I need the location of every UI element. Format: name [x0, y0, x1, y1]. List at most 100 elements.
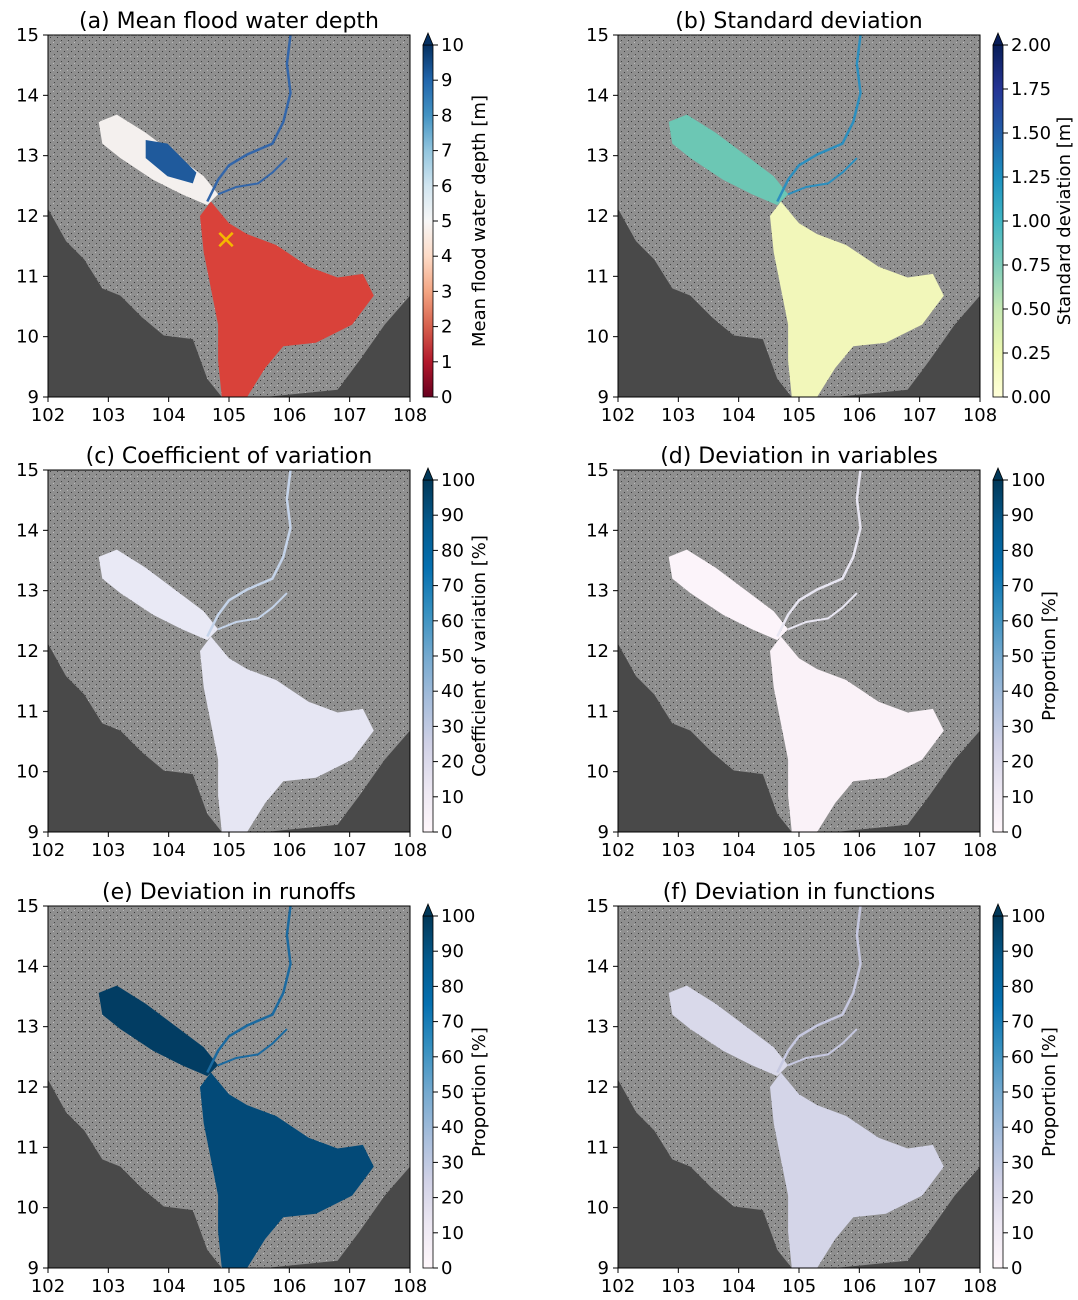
colorbar-tick-label: 60 — [1011, 1047, 1034, 1068]
y-tick-label: 10 — [16, 327, 39, 348]
mekong-river — [776, 470, 862, 638]
panel-title: (e) Deviation in runoffs — [102, 880, 356, 905]
y-tick-label: 11 — [16, 701, 39, 722]
colorbar-tick-label: 8 — [441, 105, 452, 126]
colorbar-tick-label: 0 — [441, 1258, 452, 1279]
colorbar-tick-label: 50 — [1011, 646, 1034, 667]
x-tick-label: 102 — [31, 405, 65, 426]
map-area — [48, 470, 410, 832]
y-tick-label: 13 — [16, 146, 39, 167]
x-tick-label: 104 — [721, 405, 755, 426]
tonle-sap-river — [217, 1028, 288, 1067]
y-tick-label: 14 — [586, 520, 609, 541]
y-tick-label: 9 — [28, 1258, 39, 1279]
delta-flood-area — [200, 201, 374, 397]
colorbar-tick-label: 6 — [441, 176, 452, 197]
x-tick-label: 105 — [782, 1276, 816, 1297]
colorbar-tick-label: 80 — [441, 540, 464, 561]
x-tick-label: 106 — [272, 1276, 306, 1297]
x-tick-label: 107 — [332, 840, 366, 861]
x-tick-label: 104 — [151, 1276, 185, 1297]
y-tick-label: 10 — [16, 1198, 39, 1219]
colorbar — [992, 44, 1004, 398]
x-tick-label: 102 — [31, 1276, 65, 1297]
colorbar-tick-label: 0.50 — [1011, 299, 1051, 320]
y-tick-label: 9 — [598, 387, 609, 408]
y-tick-label: 14 — [16, 520, 39, 541]
mekong-river — [776, 35, 862, 203]
x-tick-label: 108 — [393, 840, 427, 861]
colorbar-tick-label: 9 — [441, 70, 452, 91]
colorbar-tick-label: 0 — [1011, 1258, 1022, 1279]
x-tick-label: 103 — [661, 840, 695, 861]
tonle-sap-lake — [668, 985, 789, 1077]
lake-deep-core — [145, 140, 197, 184]
colorbar-label: Proportion [%] — [1039, 1027, 1060, 1157]
x-tick-label: 104 — [721, 1276, 755, 1297]
tonle-sap-lake — [98, 985, 219, 1077]
delta-flood-area — [200, 1072, 374, 1268]
colorbar-label: Proportion [%] — [1039, 591, 1060, 721]
y-tick-label: 11 — [16, 266, 39, 287]
tonle-sap-lake — [668, 549, 789, 641]
y-tick-label: 15 — [586, 896, 609, 917]
y-tick-label: 13 — [586, 146, 609, 167]
colorbar-tick-label: 50 — [1011, 1082, 1034, 1103]
map-area — [48, 906, 410, 1268]
colorbar — [992, 479, 1004, 833]
colorbar-tick-label: 20 — [1011, 752, 1034, 773]
y-tick-label: 12 — [16, 206, 39, 227]
panel-title: (a) Mean flood water depth — [79, 9, 379, 34]
y-tick-label: 13 — [586, 1017, 609, 1038]
colorbar-tick-label: 4 — [441, 246, 452, 267]
x-tick-label: 107 — [332, 405, 366, 426]
x-tick-label: 102 — [601, 1276, 635, 1297]
colorbar-tick-label: 90 — [1011, 941, 1034, 962]
y-tick-label: 11 — [586, 1137, 609, 1158]
y-tick-label: 13 — [586, 581, 609, 602]
colorbar-tick-label: 10 — [1011, 1223, 1034, 1244]
x-tick-label: 108 — [393, 1276, 427, 1297]
colorbar-tick-label: 7 — [441, 141, 452, 162]
tonle-sap-river — [217, 592, 288, 631]
x-tick-label: 106 — [842, 840, 876, 861]
x-tick-label: 106 — [842, 405, 876, 426]
y-tick-label: 10 — [586, 327, 609, 348]
colorbar-tick-label: 40 — [1011, 681, 1034, 702]
colorbar-tick-label: 80 — [1011, 976, 1034, 997]
colorbar-tick-label: 90 — [1011, 505, 1034, 526]
colorbar-extend-arrow — [992, 466, 1004, 481]
x-tick-label: 103 — [91, 840, 125, 861]
colorbar-tick-label: 20 — [441, 1188, 464, 1209]
colorbar-tick-label: 0.75 — [1011, 255, 1051, 276]
map-area — [618, 906, 980, 1268]
colorbar — [422, 479, 434, 833]
x-tick-label: 108 — [963, 1276, 997, 1297]
x-tick-label: 102 — [601, 405, 635, 426]
map-panel: (a) Mean flood water depth✕102 103 104 105 1… — [16, 9, 490, 426]
tonle-sap-river — [217, 157, 288, 196]
colorbar-tick-label: 40 — [441, 1117, 464, 1138]
colorbar-tick-label: 2.00 — [1011, 35, 1051, 56]
colorbar-label: Coefficient of variation [%] — [469, 535, 490, 777]
panel-title: (c) Coefficient of variation — [86, 444, 373, 469]
y-tick-label: 9 — [28, 387, 39, 408]
colorbar-tick-label: 90 — [441, 505, 464, 526]
y-tick-label: 10 — [586, 1198, 609, 1219]
y-tick-label: 9 — [598, 1258, 609, 1279]
y-tick-label: 12 — [16, 1077, 39, 1098]
colorbar-tick-label: 5 — [441, 211, 452, 232]
colorbar-tick-label: 0.25 — [1011, 343, 1051, 364]
y-tick-label: 15 — [16, 460, 39, 481]
y-tick-label: 12 — [586, 1077, 609, 1098]
x-tick-label: 102 — [31, 840, 65, 861]
colorbar-tick-label: 1.75 — [1011, 79, 1051, 100]
y-tick-label: 10 — [586, 762, 609, 783]
x-tick-label: 105 — [212, 1276, 246, 1297]
x-tick-label: 108 — [963, 405, 997, 426]
colorbar-tick-label: 10 — [441, 787, 464, 808]
y-tick-label: 13 — [16, 1017, 39, 1038]
colorbar-tick-label: 2 — [441, 317, 452, 338]
tonle-sap-river — [787, 157, 858, 196]
